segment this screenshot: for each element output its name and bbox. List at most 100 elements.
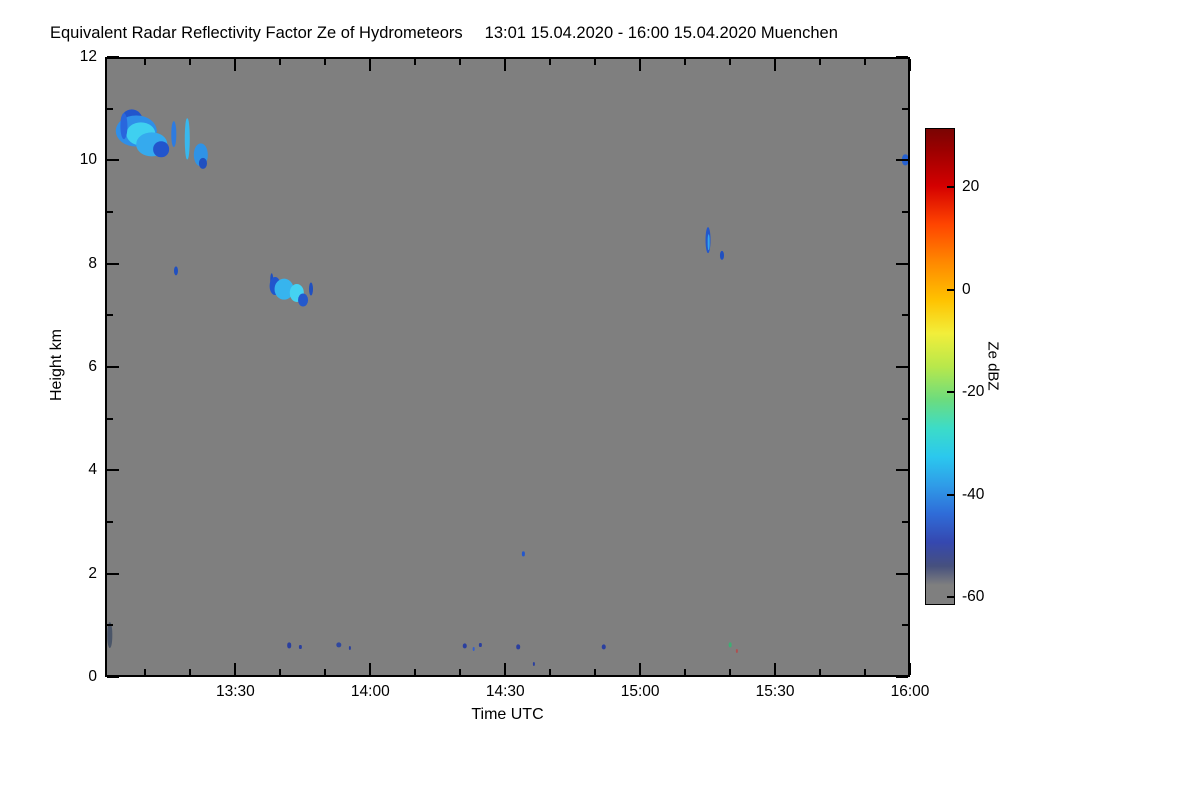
x-minor-tick <box>279 59 282 65</box>
x-minor-tick <box>549 59 552 65</box>
x-minor-tick <box>144 669 147 675</box>
y-minor-tick <box>902 211 908 213</box>
x-minor-tick <box>819 59 822 65</box>
cloud-patch <box>120 113 128 140</box>
y-minor-tick <box>107 211 113 213</box>
x-tick-label: 14:00 <box>350 683 390 700</box>
x-minor-tick <box>594 59 597 65</box>
x-tick-label: 14:30 <box>485 683 525 700</box>
y-major-tick <box>107 262 119 265</box>
y-minor-tick <box>107 624 113 627</box>
cloud-patch <box>601 644 607 650</box>
cloud-patch <box>274 278 294 300</box>
y-minor-tick <box>107 521 113 523</box>
cloud-patch <box>479 642 482 647</box>
x-major-tick <box>639 59 642 71</box>
x-minor-tick <box>864 59 867 65</box>
colorbar-tick <box>947 288 954 291</box>
cloud-patch <box>107 622 113 648</box>
y-major-tick <box>896 676 908 678</box>
cloud-patch <box>184 118 190 160</box>
y-major-tick <box>107 159 119 162</box>
time-height-plot-area <box>105 57 910 677</box>
y-tick-label: 12 <box>79 48 97 65</box>
x-minor-tick <box>729 59 732 65</box>
x-minor-tick <box>414 59 417 65</box>
x-minor-tick <box>279 669 282 675</box>
colorbar-tick <box>947 596 954 599</box>
cloud-patch <box>335 642 342 648</box>
y-tick-label: 0 <box>88 668 97 685</box>
x-minor-tick <box>819 669 822 675</box>
plot-date-range: 13:01 15.04.2020 - 16:00 15.04.2020 Muen… <box>484 24 838 42</box>
y-tick-label: 4 <box>88 461 97 479</box>
y-minor-tick <box>902 107 908 110</box>
x-major-tick <box>639 663 642 675</box>
x-major-tick <box>774 59 777 71</box>
x-minor-tick <box>189 59 192 65</box>
cloud-patch <box>462 643 467 649</box>
x-major-tick <box>504 59 507 71</box>
x-minor-tick <box>684 59 687 65</box>
x-tick-label: 15:00 <box>620 683 660 700</box>
x-major-tick <box>369 59 372 71</box>
plot-title: Equivalent Radar Reflectivity Factor Ze … <box>50 24 463 42</box>
x-tick-label: 16:00 <box>890 683 930 700</box>
cloud-patch <box>522 551 525 557</box>
y-tick-label: 8 <box>88 254 97 272</box>
colorbar-tick <box>947 185 954 188</box>
y-minor-tick <box>902 521 908 523</box>
y-major-tick <box>896 572 908 575</box>
x-major-tick <box>504 663 507 675</box>
cloud-patch <box>287 642 291 648</box>
x-minor-tick <box>324 59 327 65</box>
y-major-tick <box>896 159 908 162</box>
cloud-patch <box>735 648 738 653</box>
y-tick-label: 6 <box>88 358 97 375</box>
x-tick-label: 13:30 <box>216 683 255 700</box>
cloud-patch <box>472 646 475 652</box>
cloud-patch <box>298 293 309 307</box>
colorbar-tick <box>947 493 954 496</box>
cloud-patch <box>720 251 725 260</box>
cloud-patch <box>348 645 351 651</box>
y-minor-tick <box>902 624 908 627</box>
cloud-patch <box>533 661 536 666</box>
colorbar-tick-label: 20 <box>962 177 980 195</box>
colorbar-tick-label: -40 <box>962 485 985 503</box>
x-major-tick <box>369 663 372 675</box>
y-minor-tick <box>902 417 908 420</box>
cloud-patch <box>728 642 732 648</box>
y-major-tick <box>896 56 908 58</box>
cloud-patch <box>173 266 178 276</box>
x-major-tick <box>909 663 911 675</box>
figure-title-row: Equivalent Radar Reflectivity Factor Ze … <box>50 24 838 43</box>
cloud-patch <box>299 644 302 650</box>
colorbar-label: Ze dBZ <box>984 341 1002 391</box>
x-minor-tick <box>594 669 597 675</box>
cloud-patch <box>308 282 313 296</box>
x-major-tick <box>909 59 911 71</box>
y-tick-label: 2 <box>88 564 97 582</box>
y-major-tick <box>896 469 908 472</box>
cloud-patch <box>707 234 711 251</box>
colorbar-tick <box>947 391 954 394</box>
y-major-tick <box>107 366 119 368</box>
y-minor-tick <box>107 417 113 420</box>
x-major-tick <box>234 663 237 675</box>
x-major-tick <box>774 663 777 675</box>
x-minor-tick <box>414 669 417 675</box>
x-major-tick <box>234 59 237 71</box>
cloud-patch <box>170 120 177 147</box>
colorbar-tick-label: -60 <box>962 588 985 606</box>
colorbar <box>925 128 955 605</box>
x-minor-tick <box>864 669 867 675</box>
x-minor-tick <box>684 669 687 675</box>
colorbar-tick-label: -20 <box>962 383 985 401</box>
y-major-tick <box>896 262 908 265</box>
cloud-patch <box>198 158 207 169</box>
colorbar-tick-label: 0 <box>962 280 971 298</box>
x-minor-tick <box>189 669 192 675</box>
y-major-tick <box>896 366 908 368</box>
